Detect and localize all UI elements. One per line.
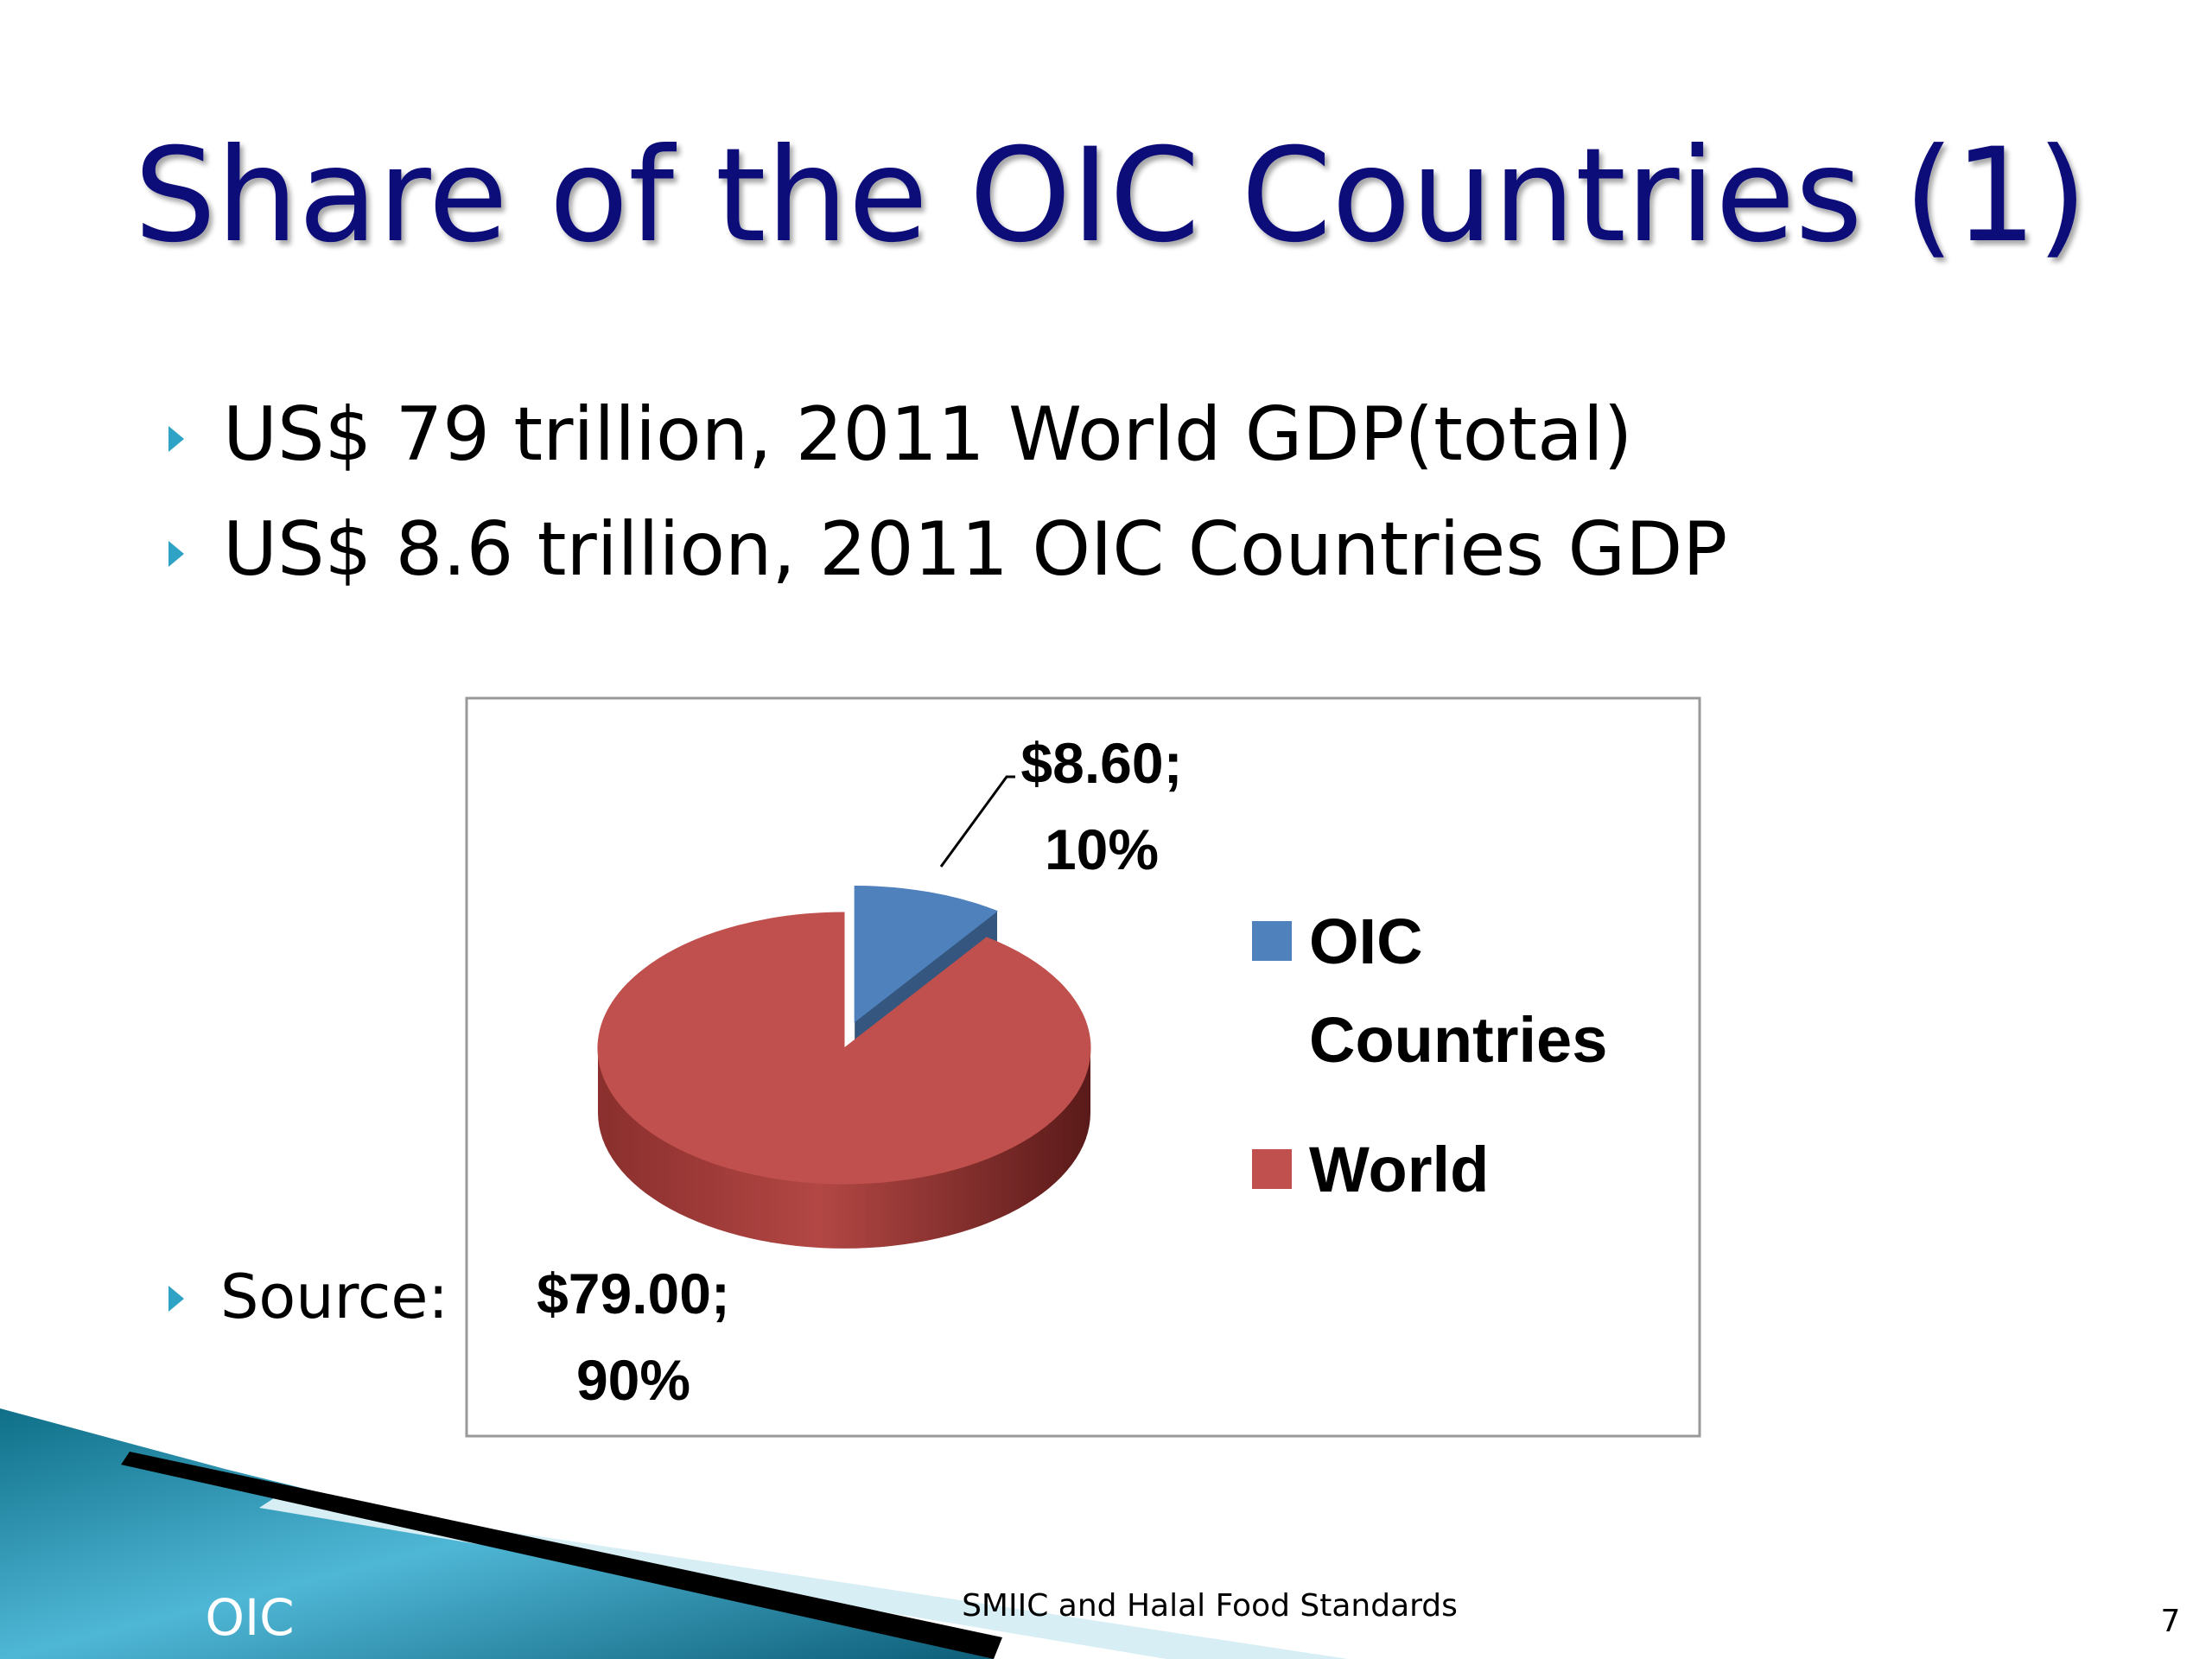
legend-label: OIC Countries bbox=[1309, 906, 1607, 1076]
bullet-text: US$ 79 trillion, 2011 World GDP(total) bbox=[223, 391, 1632, 478]
page-number: 7 bbox=[2161, 1604, 2181, 1639]
text-line: Countries bbox=[1309, 1004, 1607, 1076]
text-line: $79.00; bbox=[537, 1262, 730, 1325]
legend-label: World bbox=[1309, 1134, 1489, 1205]
decoration bbox=[121, 1452, 1002, 1659]
pie-slice bbox=[597, 912, 1091, 1185]
text-line: $8.60; bbox=[1020, 731, 1182, 795]
data-label: $79.00; 90% bbox=[537, 1262, 730, 1412]
pie-slice bbox=[854, 886, 999, 1023]
decoration bbox=[0, 1408, 994, 1659]
bullet-text: US$ 8.6 trillion, 2011 OIC Countries GDP bbox=[223, 506, 1727, 593]
legend-swatch bbox=[1252, 921, 1292, 961]
text-line: World bbox=[1309, 1134, 1489, 1205]
text-line: OIC bbox=[1309, 906, 1423, 977]
source-label: Source: bbox=[220, 1262, 448, 1332]
data-label: $8.60; 10% bbox=[1020, 731, 1182, 881]
bullet-marker bbox=[168, 426, 184, 452]
bullet-marker bbox=[168, 1286, 184, 1312]
leader-line bbox=[939, 775, 1015, 868]
text-line: 90% bbox=[576, 1348, 690, 1412]
pie-side bbox=[598, 1048, 1090, 1249]
footer-center: SMIIC and Halal Food Standards bbox=[962, 1588, 1458, 1624]
chart: $8.60; 10% $79.00; 90% OIC Countries World bbox=[537, 731, 1607, 1412]
legend-swatch bbox=[1252, 1149, 1292, 1189]
slide-title: Share of the OIC Countries (1) bbox=[134, 121, 2088, 271]
bullet-marker bbox=[168, 541, 184, 567]
text-line: 10% bbox=[1045, 817, 1159, 881]
footer-left: OIC bbox=[205, 1588, 294, 1647]
